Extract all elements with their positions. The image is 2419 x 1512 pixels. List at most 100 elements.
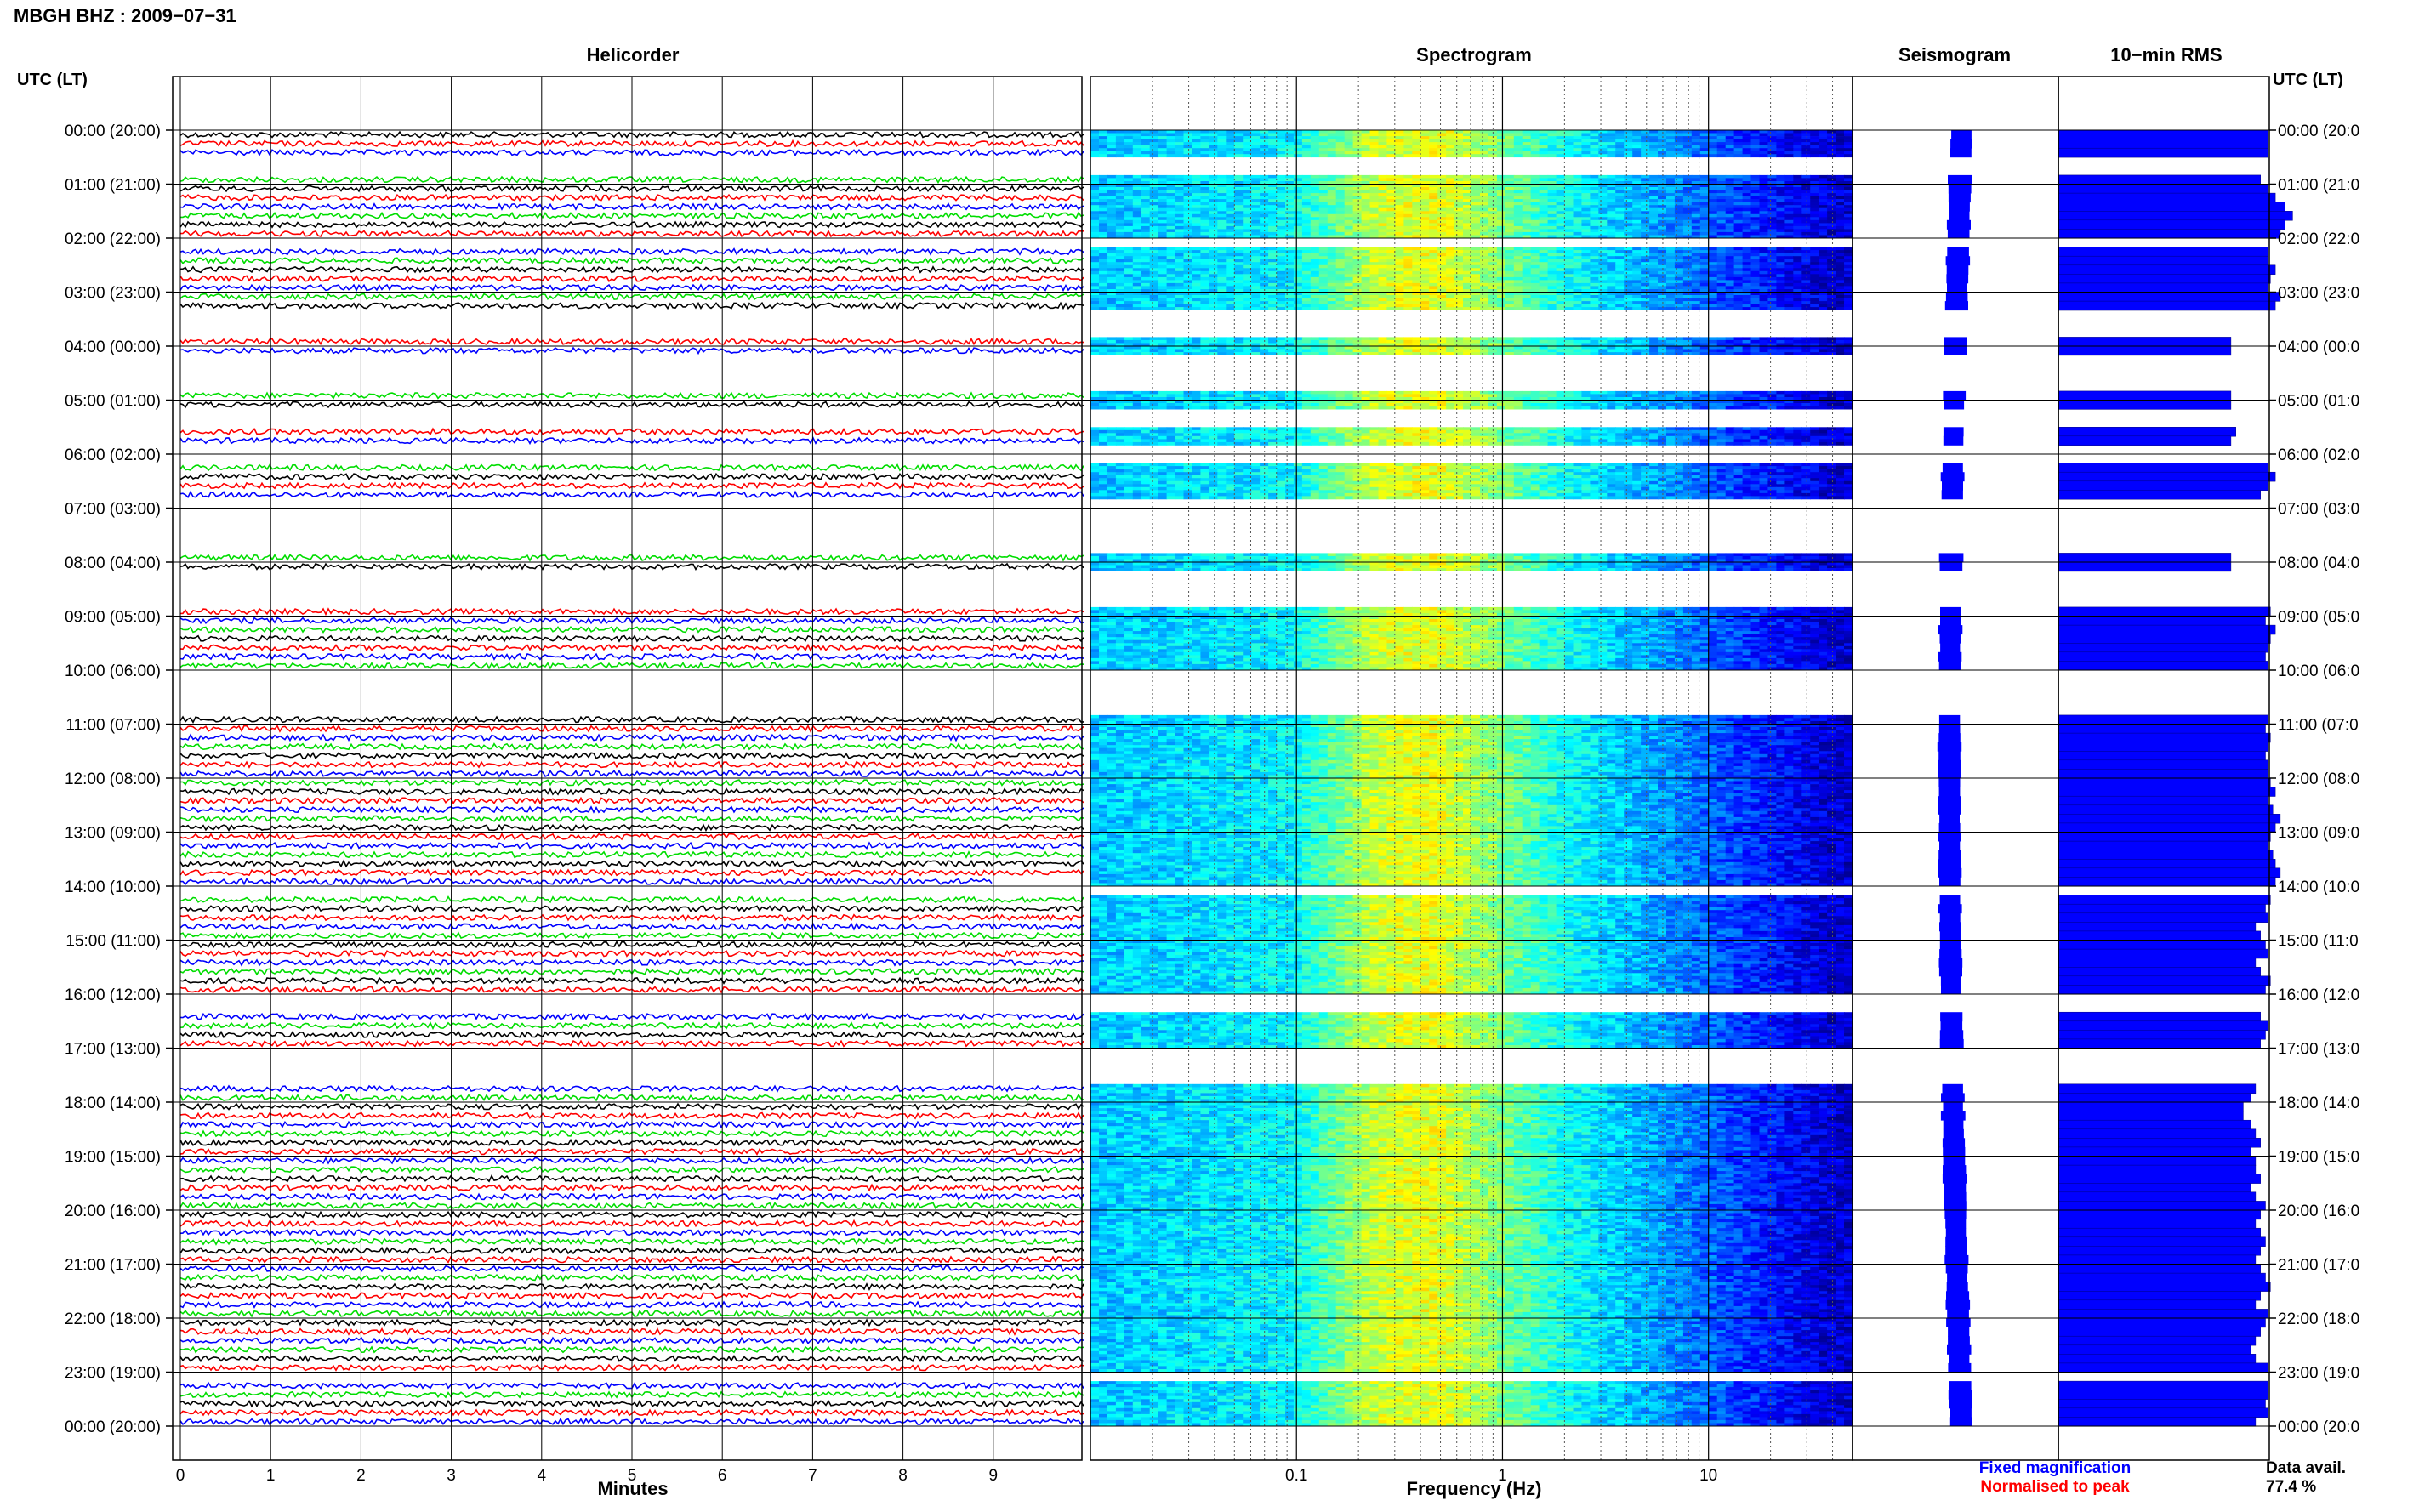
spectrogram-cell xyxy=(1530,196,1540,200)
spectrogram-cell xyxy=(1750,276,1761,281)
spectrogram-cell xyxy=(1624,154,1633,158)
spectrogram-cell xyxy=(1750,133,1761,137)
spectrogram-cell xyxy=(1268,133,1278,137)
spectrogram-cell xyxy=(1598,181,1608,185)
spectrogram-cell xyxy=(1488,282,1498,287)
spectrogram-cell xyxy=(1581,178,1591,182)
spectrogram-cell xyxy=(1090,174,1100,179)
spectrogram-cell xyxy=(1395,174,1404,179)
spectrogram-cell xyxy=(1293,142,1303,145)
spectrogram-cell xyxy=(1166,339,1176,344)
spectrogram-cell xyxy=(1682,202,1693,206)
spectrogram-cell xyxy=(1158,133,1168,137)
spectrogram-cell xyxy=(1277,262,1286,266)
spectrogram-cell xyxy=(1369,276,1380,281)
spectrogram-cell xyxy=(1268,337,1278,341)
spectrogram-cell xyxy=(1827,256,1836,260)
spectrogram-cell xyxy=(1403,219,1413,224)
spectrogram-cell xyxy=(1183,193,1193,196)
spectrogram-cell xyxy=(1496,139,1506,143)
spectrogram-cell xyxy=(1209,213,1218,218)
spectrogram-cell xyxy=(1327,133,1337,137)
spectrogram-cell xyxy=(1099,346,1108,350)
spectrogram-cell xyxy=(1496,174,1506,179)
spectrogram-cell xyxy=(1674,307,1684,310)
spectrogram-cell xyxy=(1226,139,1235,143)
spectrogram-cell xyxy=(1691,199,1701,202)
spectrogram-cell xyxy=(1607,151,1616,155)
spectrogram-cell xyxy=(1209,301,1218,304)
spectrogram-cell xyxy=(1175,178,1185,182)
spectrogram-cell xyxy=(1429,247,1438,251)
spectrogram-cell xyxy=(1750,301,1761,304)
spectrogram-cell xyxy=(1480,286,1489,290)
spectrogram-cell xyxy=(1641,259,1650,263)
spectrogram-cell xyxy=(1344,139,1354,143)
spectrogram-cell xyxy=(1691,223,1701,227)
spectrogram-cell xyxy=(1192,202,1202,206)
spectrogram-cell xyxy=(1556,202,1566,206)
spectrogram-cell xyxy=(1454,130,1464,134)
spectrogram-cell xyxy=(1234,235,1244,239)
spectrogram-cell xyxy=(1369,235,1380,239)
spectrogram-cell xyxy=(1801,151,1811,155)
spectrogram-cell xyxy=(1590,292,1599,296)
spectrogram-cell xyxy=(1268,139,1278,143)
spectrogram-cell xyxy=(1446,304,1455,308)
spectrogram-cell xyxy=(1166,270,1176,275)
spectrogram-cell xyxy=(1217,178,1227,182)
spectrogram-cell xyxy=(1293,270,1303,275)
left-axis-label: UTC (LT) xyxy=(17,71,88,89)
spectrogram-cell xyxy=(1496,217,1506,221)
spectrogram-cell xyxy=(1530,190,1540,194)
spectrogram-cell xyxy=(1463,274,1472,278)
spectrogram-cell xyxy=(1132,151,1142,155)
spectrogram-cell xyxy=(1209,154,1218,158)
spectrogram-cell xyxy=(1107,301,1117,304)
spectrogram-cell xyxy=(1590,196,1599,200)
spectrogram-cell xyxy=(1733,148,1744,152)
spectrogram-cell xyxy=(1819,139,1828,143)
spectrogram-cell xyxy=(1666,253,1676,257)
spectrogram-cell xyxy=(1124,349,1134,353)
spectrogram-cell xyxy=(1674,229,1684,233)
spectrogram-cell xyxy=(1234,289,1244,293)
spectrogram-cell xyxy=(1429,207,1438,212)
spectrogram-cell xyxy=(1234,286,1244,290)
spectrogram-cell xyxy=(1454,289,1464,293)
spectrogram-cell xyxy=(1793,219,1802,224)
spectrogram-cell xyxy=(1827,339,1836,344)
spectrogram-cell xyxy=(1581,139,1591,143)
spectrogram-cell xyxy=(1590,270,1599,275)
spectrogram-cell xyxy=(1471,247,1481,251)
spectrogram-cell xyxy=(1708,178,1718,182)
spectrogram-cell xyxy=(1556,304,1566,308)
spectrogram-cell xyxy=(1547,193,1557,196)
spectrogram-cell xyxy=(1513,262,1523,266)
spectrogram-cell xyxy=(1767,225,1777,230)
spectrogram-cell xyxy=(1344,235,1354,239)
spectrogram-cell xyxy=(1420,199,1430,202)
spectrogram-cell xyxy=(1505,235,1515,239)
spectrogram-cell xyxy=(1166,259,1176,263)
spectrogram-cell xyxy=(1395,346,1404,350)
spectrogram-cell xyxy=(1471,289,1481,293)
spectrogram-cell xyxy=(1624,193,1633,196)
spectrogram-cell xyxy=(1488,174,1498,179)
spectrogram-cell xyxy=(1446,211,1455,215)
spectrogram-cell xyxy=(1615,264,1625,269)
spectrogram-cell xyxy=(1581,142,1591,145)
spectrogram-cell xyxy=(1564,298,1574,302)
spectrogram-cell xyxy=(1251,181,1261,185)
spectrogram-cell xyxy=(1251,337,1261,341)
spectrogram-cell xyxy=(1192,219,1202,224)
spectrogram-cell xyxy=(1234,145,1244,149)
spectrogram-cell xyxy=(1200,253,1210,257)
spectrogram-cell xyxy=(1776,148,1785,152)
spectrogram-cell xyxy=(1725,235,1735,239)
spectrogram-cell xyxy=(1132,213,1142,218)
spectrogram-cell xyxy=(1378,289,1388,293)
spectrogram-cell xyxy=(1819,343,1828,347)
spectrogram-cell xyxy=(1234,151,1244,155)
spectrogram-cell xyxy=(1658,274,1667,278)
